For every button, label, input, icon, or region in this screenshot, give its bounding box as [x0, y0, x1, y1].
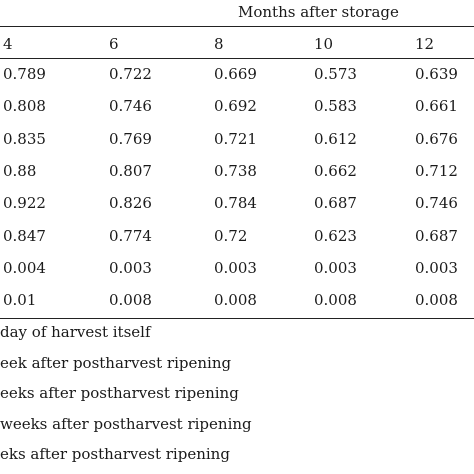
table-row: 0.847 0.774 0.72 0.623 0.687: [0, 226, 474, 248]
table-cell: 0.835: [3, 129, 46, 148]
table-cell: 0.008: [214, 291, 257, 310]
table-cell: 0.003: [109, 258, 152, 277]
table-row: 0.789 0.722 0.669 0.573 0.639: [0, 64, 474, 86]
table-row: 0.01 0.008 0.008 0.008 0.008: [0, 290, 474, 312]
table-cell: 0.774: [109, 226, 152, 245]
table-cell: 0.738: [214, 161, 257, 180]
table-cell: 0.676: [415, 129, 458, 148]
group-header-months-after-storage: Months after storage: [238, 3, 399, 21]
footnote-line: eks after postharvest ripening: [0, 445, 230, 463]
table-cell: 0.662: [314, 161, 357, 180]
table-cell: 0.003: [314, 258, 357, 277]
table-cell: 0.88: [3, 161, 37, 180]
table-cell: 0.003: [415, 258, 458, 277]
table-cell: 0.661: [415, 97, 458, 116]
table-cell: 0.639: [415, 65, 458, 83]
table-cell: 0.807: [109, 161, 152, 180]
table-cell: 0.008: [109, 291, 152, 310]
table-row: 0.808 0.746 0.692 0.583 0.661: [0, 96, 474, 118]
table-row: 0.88 0.807 0.738 0.662 0.712: [0, 161, 474, 183]
footnote-line: eek after postharvest ripening: [0, 353, 232, 372]
bottom-rule: [0, 318, 474, 319]
table-cell: 0.826: [109, 194, 152, 213]
header-rule: [0, 58, 474, 59]
table-cell: 0.784: [214, 194, 257, 213]
table-cell: 0.72: [214, 226, 248, 245]
table-cell: 0.004: [3, 258, 46, 277]
table-row: 0.835 0.769 0.721 0.612 0.676: [0, 129, 474, 151]
table-cell: 0.573: [314, 65, 357, 83]
column-header-6: 6: [109, 35, 119, 53]
column-header-8: 8: [214, 35, 224, 53]
table-cell: 0.746: [109, 97, 152, 116]
table-cell: 0.692: [214, 97, 257, 116]
table-cell: 0.003: [214, 258, 257, 277]
table-row: 0.004 0.003 0.003 0.003 0.003: [0, 258, 474, 280]
table-cell: 0.687: [415, 226, 458, 245]
column-header-10: 10: [314, 35, 334, 53]
footnote-line: weeks after postharvest ripening: [0, 414, 252, 433]
table-cell: 0.922: [3, 194, 46, 213]
table-cell: 0.008: [314, 291, 357, 310]
table-cell: 0.01: [3, 291, 37, 310]
column-header-12: 12: [415, 35, 435, 53]
footnote-line: day of harvest itself: [0, 323, 151, 341]
column-header-row: 4 6 8 10 12: [0, 34, 474, 56]
table-cell: 0.808: [3, 97, 46, 116]
table-cell: 0.746: [415, 194, 458, 213]
table-cell: 0.789: [3, 65, 46, 83]
table-cell: 0.712: [415, 161, 458, 180]
table-cell: 0.847: [3, 226, 46, 245]
table-cell: 0.623: [314, 226, 357, 245]
top-rule: [0, 26, 474, 27]
table-cell: 0.722: [109, 65, 152, 83]
table-row: 0.922 0.826 0.784 0.687 0.746: [0, 193, 474, 215]
table-cell: 0.008: [415, 291, 458, 310]
column-header-4: 4: [3, 35, 13, 53]
table-cell: 0.583: [314, 97, 357, 116]
table-cell: 0.769: [109, 129, 152, 148]
table-cell: 0.669: [214, 65, 257, 83]
table-cell: 0.721: [214, 129, 257, 148]
footnote-line: eeks after postharvest ripening: [0, 384, 239, 402]
table-cell: 0.687: [314, 194, 357, 213]
table-cell: 0.612: [314, 129, 357, 148]
